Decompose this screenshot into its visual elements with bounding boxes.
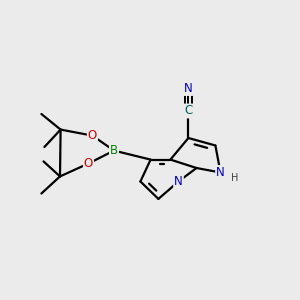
Text: B: B bbox=[110, 144, 118, 157]
Text: N: N bbox=[184, 82, 193, 95]
Text: N: N bbox=[174, 175, 183, 188]
Text: C: C bbox=[184, 104, 193, 118]
Text: O: O bbox=[84, 157, 93, 170]
Text: N: N bbox=[216, 166, 225, 179]
Text: H: H bbox=[231, 173, 239, 183]
Text: O: O bbox=[88, 129, 97, 142]
